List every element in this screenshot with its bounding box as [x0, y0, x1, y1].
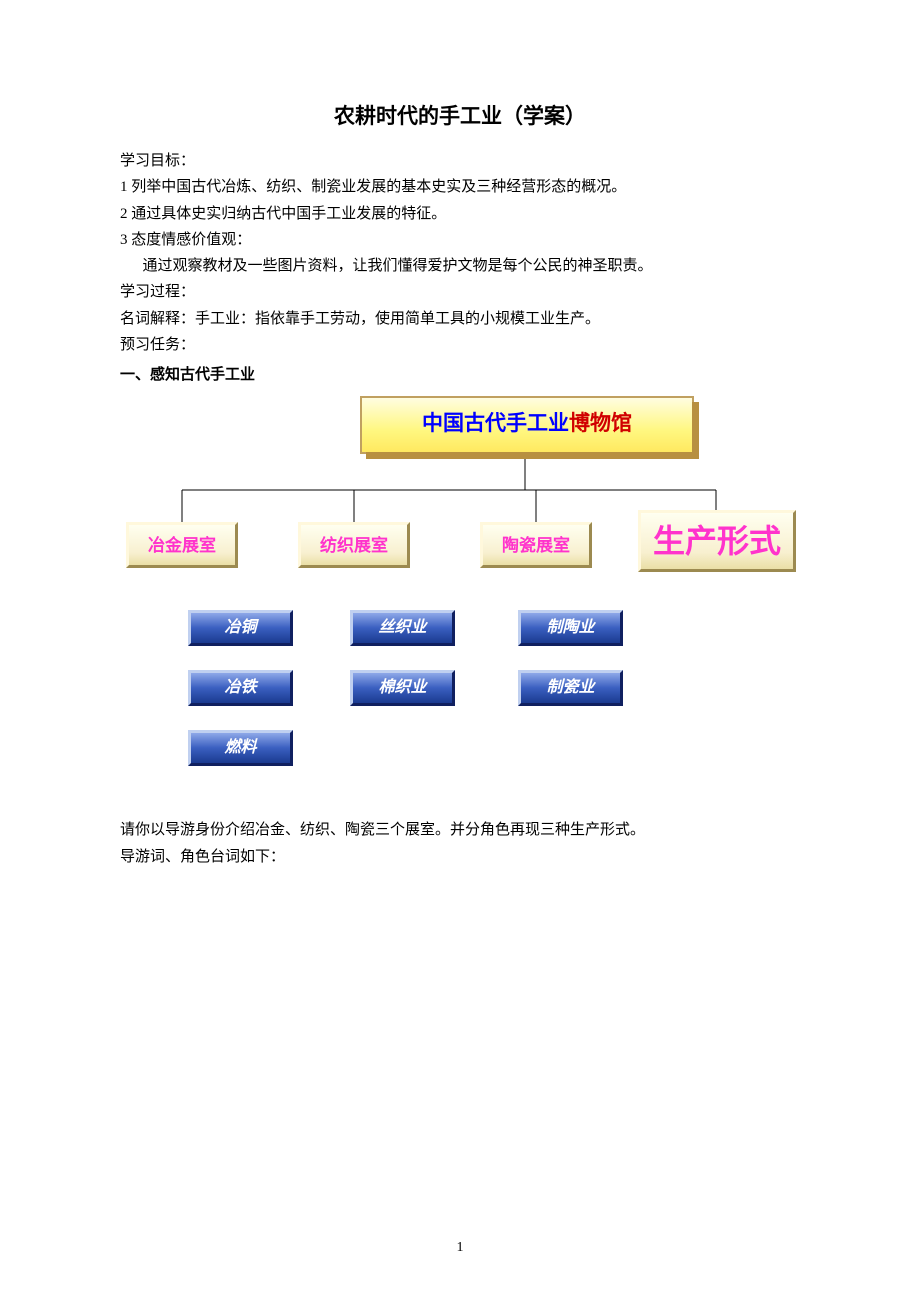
main-node: 中国古代手工业博物馆 [360, 396, 694, 454]
hierarchy-diagram: 中国古代手工业博物馆 冶金展室 纺织展室 陶瓷展室 生产形式 冶铜 冶铁 燃料 … [120, 394, 800, 789]
main-node-part2: 博物馆 [569, 411, 632, 435]
intro-line1: 1 列举中国古代冶炼、纺织、制瓷业发展的基本史实及三种经营形态的概况。 [120, 174, 800, 200]
l2-textile: 纺织展室 [298, 522, 410, 568]
l2-production: 生产形式 [638, 510, 796, 572]
l2-metallurgy: 冶金展室 [126, 522, 238, 568]
footer-block: 请你以导游身份介绍冶金、纺织、陶瓷三个展室。并分角色再现三种生产形式。 导游词、… [120, 817, 800, 870]
page-number: 1 [120, 1240, 800, 1256]
l3-cotton: 棉织业 [350, 670, 455, 706]
intro-line2: 2 通过具体史实归纳古代中国手工业发展的特征。 [120, 201, 800, 227]
footer-line1: 请你以导游身份介绍冶金、纺织、陶瓷三个展室。并分角色再现三种生产形式。 [120, 817, 800, 843]
intro-preview: 预习任务： [120, 332, 800, 358]
l3-copper: 冶铜 [188, 610, 293, 646]
footer-line2: 导游词、角色台词如下： [120, 844, 800, 870]
l3-porcelain: 制瓷业 [518, 670, 623, 706]
intro-heading: 学习目标： [120, 148, 800, 174]
section-1-heading: 一、感知古代手工业 [120, 362, 800, 388]
intro-block: 学习目标： 1 列举中国古代冶炼、纺织、制瓷业发展的基本史实及三种经营形态的概况… [120, 148, 800, 388]
intro-line3: 3 态度情感价值观： [120, 227, 800, 253]
l3-fuel: 燃料 [188, 730, 293, 766]
l2-ceramic: 陶瓷展室 [480, 522, 592, 568]
page-title: 农耕时代的手工业（学案） [120, 100, 800, 130]
l3-pottery: 制陶业 [518, 610, 623, 646]
intro-term: 名词解释：手工业：指依靠手工劳动，使用简单工具的小规模工业生产。 [120, 306, 800, 332]
l3-iron: 冶铁 [188, 670, 293, 706]
l3-silk: 丝织业 [350, 610, 455, 646]
intro-line3b: 通过观察教材及一些图片资料，让我们懂得爱护文物是每个公民的神圣职责。 [120, 253, 800, 279]
intro-process: 学习过程： [120, 279, 800, 305]
main-node-part1: 中国古代手工业 [422, 411, 569, 435]
